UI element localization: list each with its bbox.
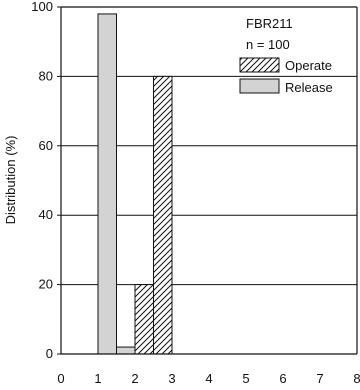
x-tick-label-3: 3	[168, 371, 175, 386]
bar-release-1	[116, 346, 136, 355]
bar-release-0	[97, 13, 117, 355]
axes	[57, 6, 358, 355]
x-tick-label-0: 0	[57, 371, 64, 386]
x-tick-label-1: 1	[94, 371, 101, 386]
y-tick-label-100: 100	[31, 0, 53, 14]
legend-swatch-operate	[239, 57, 280, 73]
legend-swatch-release	[239, 78, 280, 94]
bar-operate-1	[153, 75, 173, 355]
bars	[97, 13, 173, 355]
legend-label-release: Release	[285, 80, 333, 95]
tick-labels: 0 20 40 60 80 100 0 1 2 3 4 5 6 7 8	[31, 0, 360, 386]
x-tick-label-2: 2	[131, 371, 138, 386]
y-axis-label: Distribution (%)	[3, 136, 18, 225]
legend: FBR211 n = 100 Operate Release	[239, 16, 333, 95]
legend-label-operate: Operate	[285, 58, 332, 73]
legend-title-line-2: n = 100	[246, 37, 290, 52]
y-tick-label-80: 80	[39, 68, 53, 83]
bar-operate-0	[134, 284, 154, 355]
y-tick-label-20: 20	[39, 277, 53, 292]
y-tick-label-0: 0	[46, 346, 53, 361]
x-tick-label-7: 7	[316, 371, 323, 386]
y-tick-label-40: 40	[39, 207, 53, 222]
x-tick-label-5: 5	[242, 371, 249, 386]
x-tick-label-8: 8	[353, 371, 360, 386]
legend-title-line-1: FBR211	[246, 16, 293, 31]
x-tick-label-4: 4	[205, 371, 212, 386]
y-tick-label-60: 60	[39, 138, 53, 153]
x-tick-label-6: 6	[279, 371, 286, 386]
